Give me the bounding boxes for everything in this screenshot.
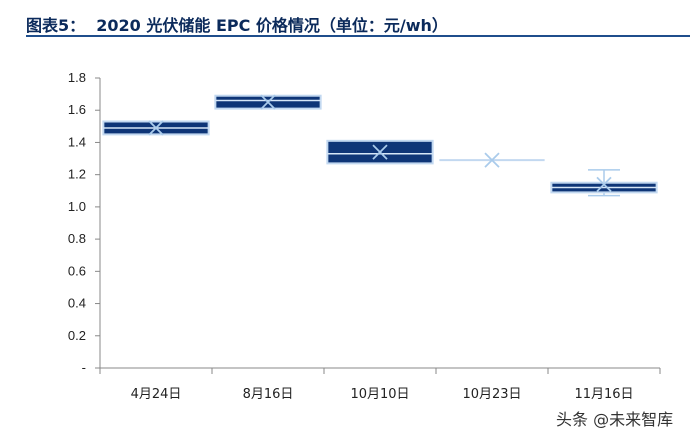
box-group [439,152,545,168]
box-group [214,94,322,110]
y-tick-label: - [82,360,86,375]
chart-title: 图表5： 2020 光伏储能 EPC 价格情况（单位：元/wh） [26,16,448,35]
mean-marker [484,152,500,168]
x-tick-label: 11月16日 [574,387,633,402]
y-tick-label: 1.6 [68,102,86,117]
axis-layer [95,77,661,374]
y-tick-label: 0.8 [68,231,86,246]
x-tick-label: 10月10日 [350,387,409,402]
title-bar: 图表5： 2020 光伏储能 EPC 价格情况（单位：元/wh） [0,0,700,38]
y-tick-label: 1.8 [68,70,86,85]
box-group [326,139,434,165]
y-tick-label: 1.4 [68,134,86,149]
x-tick-label: 8月16日 [243,387,294,402]
y-tick-label: 1.2 [68,167,86,182]
mean-marker [260,94,276,110]
mean-marker [372,144,388,160]
y-tick-label: 0.4 [68,296,86,311]
box-group [550,169,658,197]
label-layer: - 0.2 0.4 0.6 0.8 1.0 1.2 1.4 1.6 1.8 4月24日 8月16日 10… [68,70,634,402]
watermark: 头条 @未来智库 [556,410,674,429]
title-rule [26,35,690,37]
y-tick-label: 0.2 [68,328,86,343]
box-group [102,120,210,136]
x-tick-label: 10月23日 [462,387,521,402]
x-tick-label: 4月24日 [131,387,182,402]
box-layer [102,94,658,197]
mean-marker [148,120,164,136]
y-tick-label: 1.0 [68,199,86,214]
mean-marker [596,176,612,192]
y-tick-label: 0.6 [68,263,86,278]
